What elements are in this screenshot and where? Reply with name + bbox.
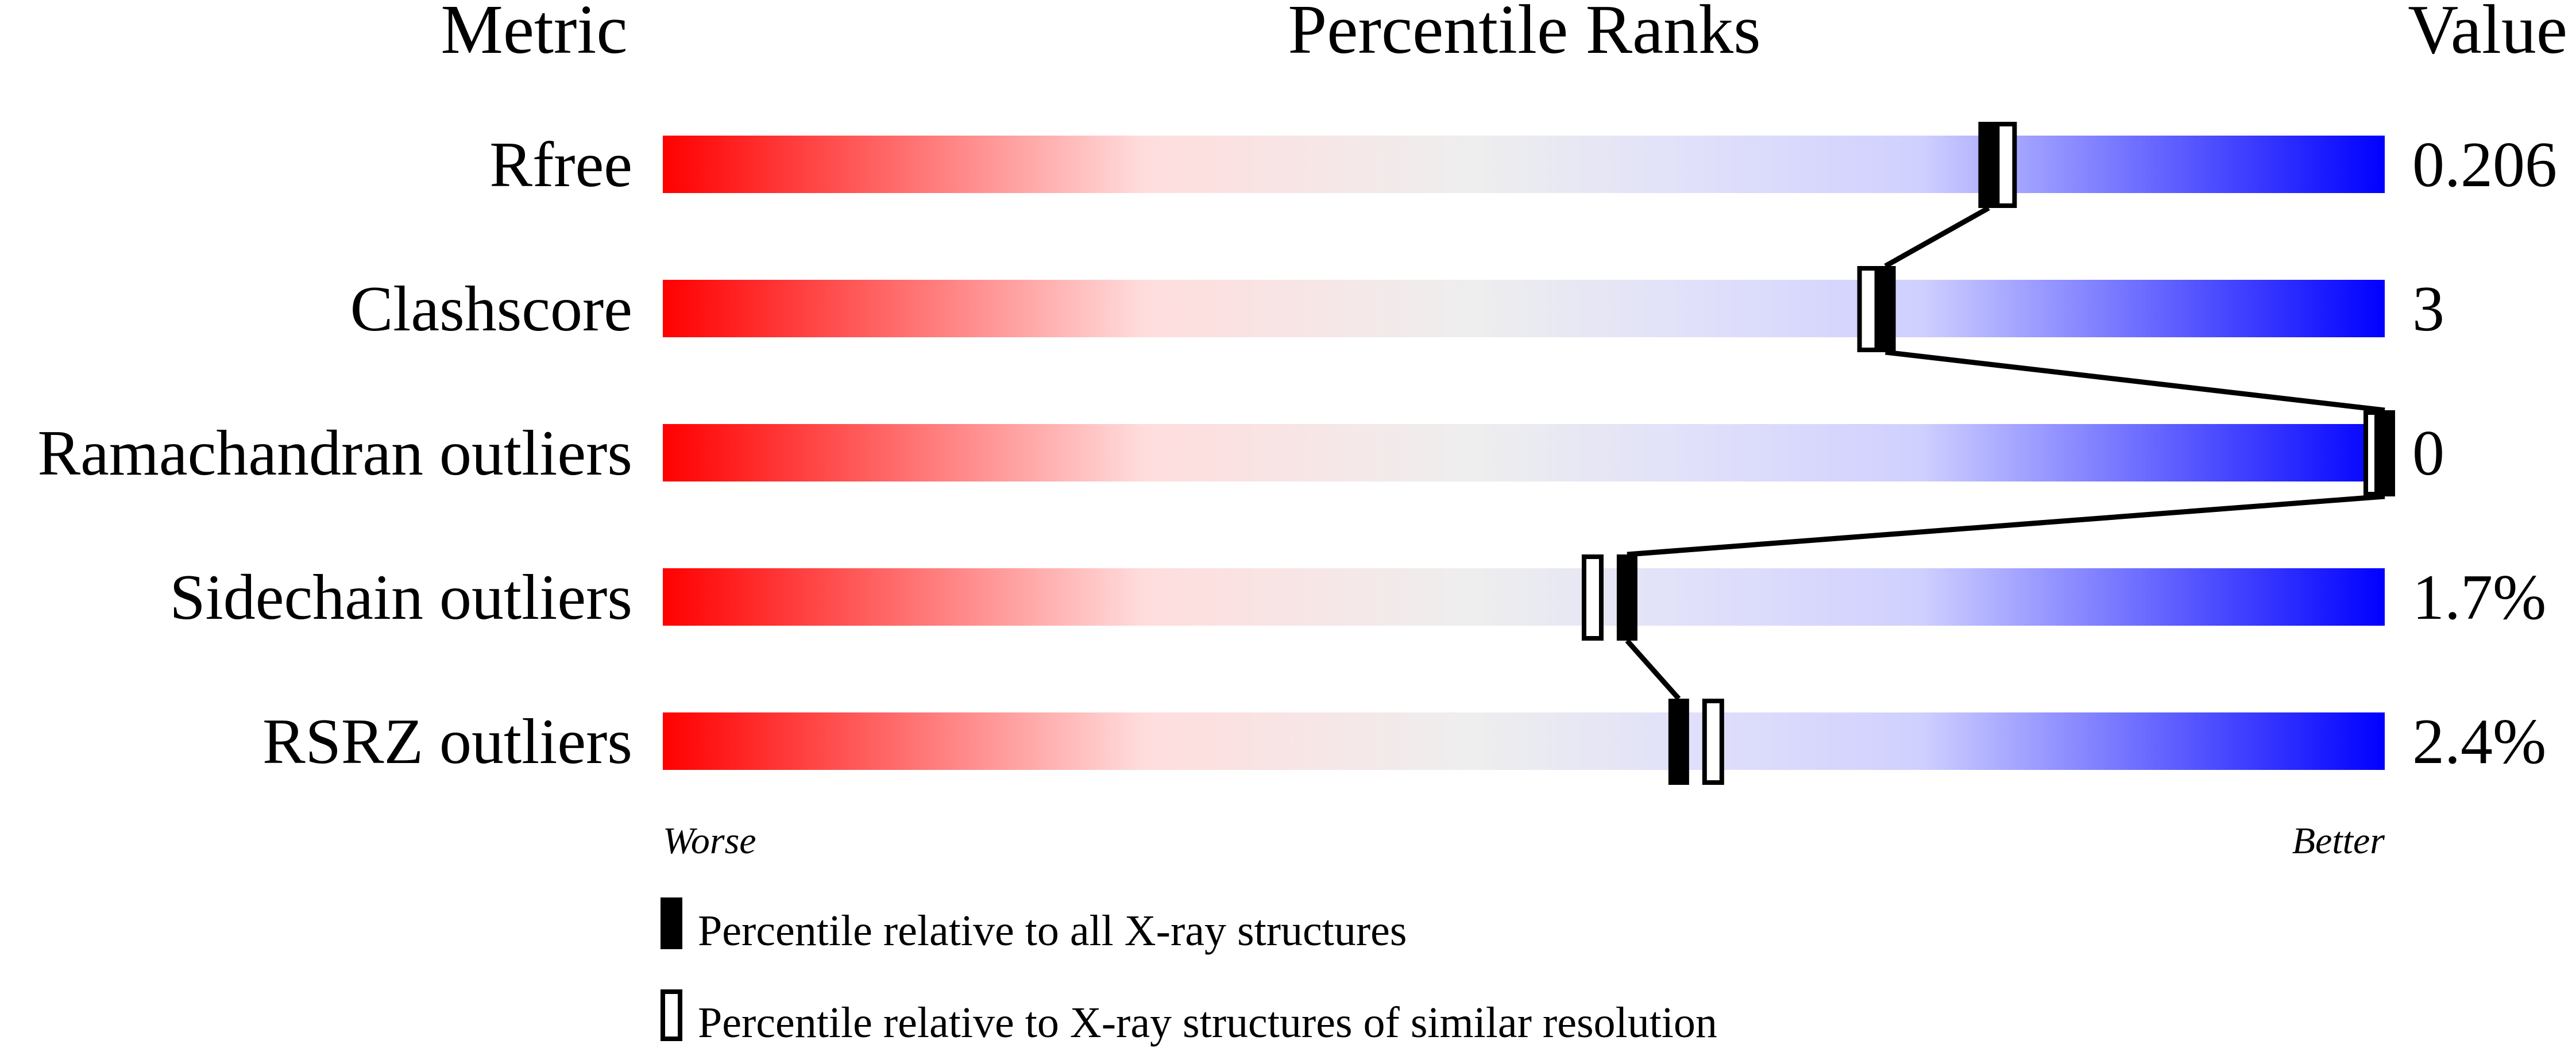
header-metric: Metric (441, 0, 627, 68)
legend-filled-marker (661, 897, 682, 949)
metric-value: 3 (2412, 273, 2444, 345)
metric-row: Clashscore 3 (350, 273, 2444, 345)
percentile-bar (663, 136, 2385, 193)
metric-label: Ramachandran outliers (37, 418, 632, 489)
marker-all-structures (1875, 266, 1896, 352)
marker-similar-resolution (1857, 266, 1879, 352)
metric-row: Rfree 0.206 (489, 129, 2557, 201)
metric-label: Rfree (489, 129, 632, 201)
metric-value: 1.7% (2412, 562, 2546, 633)
percentile-bar (663, 712, 2385, 770)
axis-label-worse: Worse (663, 820, 756, 862)
marker-similar-resolution (1702, 699, 1724, 785)
legend-label-similar: Percentile relative to X-ray structures … (698, 999, 1717, 1047)
connector-line (1627, 494, 2385, 557)
metric-row: Sidechain outliers 1.7% (169, 562, 2546, 633)
legend-label-all: Percentile relative to all X-ray structu… (698, 907, 1407, 955)
marker-all-structures (1978, 122, 1999, 208)
metric-row: Ramachandran outliers 0 (37, 418, 2444, 489)
connector-line (1885, 349, 2385, 413)
marker-all-structures (1616, 554, 1637, 641)
metric-label: Sidechain outliers (169, 562, 632, 633)
marker-all-structures (2374, 410, 2395, 496)
connector-line (1625, 639, 1681, 700)
metric-value: 0.206 (2412, 129, 2557, 201)
legend-hollow-marker (661, 989, 682, 1041)
percentile-bar (663, 424, 2385, 481)
metric-row: RSRZ outliers 2.4% (262, 706, 2546, 777)
percentile-bar (663, 568, 2385, 626)
header-value: Value (2408, 0, 2567, 68)
marker-all-structures (1668, 699, 1689, 785)
axis-label-better: Better (2292, 820, 2385, 862)
metric-value: 0 (2412, 418, 2444, 489)
metric-value: 2.4% (2412, 706, 2546, 777)
percentile-bar (663, 280, 2385, 337)
connector-line (1884, 206, 1990, 268)
header-percentile-ranks: Percentile Ranks (1288, 0, 1760, 68)
metric-label: Clashscore (350, 273, 632, 345)
marker-similar-resolution (1581, 554, 1604, 641)
metric-label: RSRZ outliers (262, 706, 632, 777)
marker-similar-resolution (1995, 122, 2017, 208)
